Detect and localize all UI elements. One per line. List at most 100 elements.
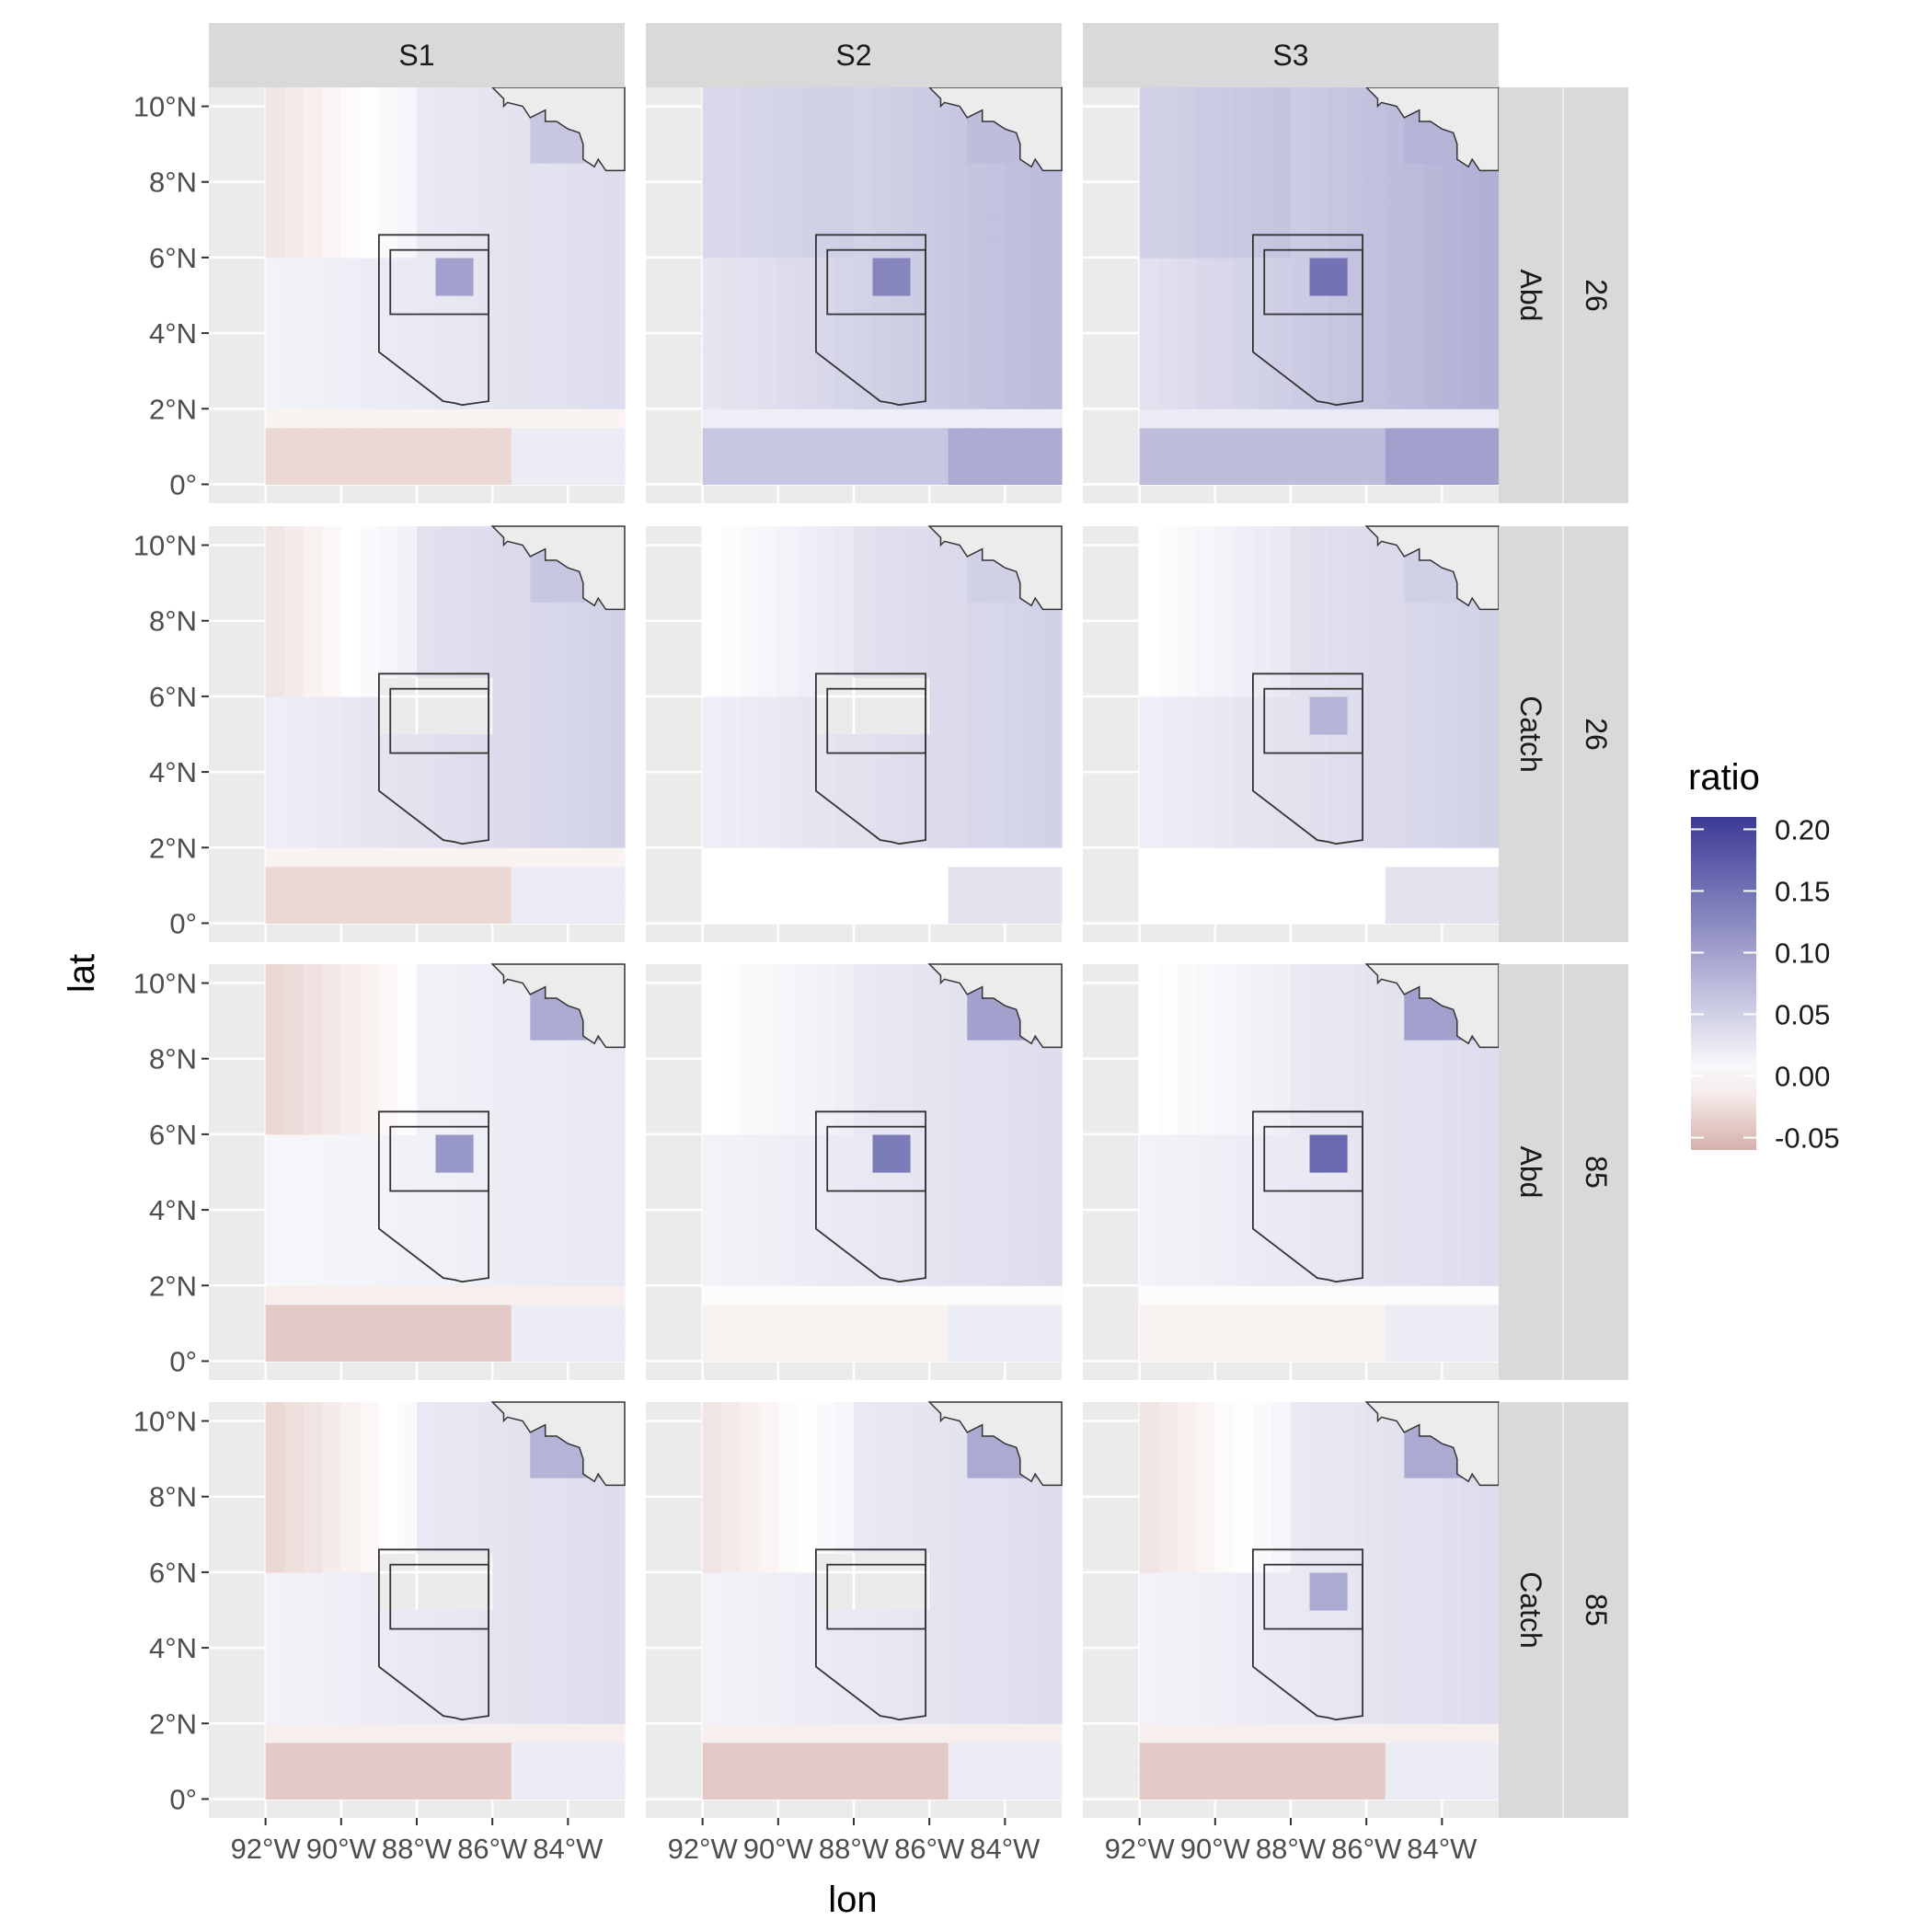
- heatmap-cell: [586, 1172, 606, 1192]
- heatmap-cell: [360, 1304, 380, 1324]
- heatmap-cell: [548, 639, 569, 660]
- heatmap-cell: [511, 333, 531, 353]
- heatmap-cell: [511, 257, 531, 277]
- heatmap-cell: [568, 734, 588, 754]
- heatmap-cell: [1042, 903, 1063, 924]
- heatmap-cell: [492, 866, 512, 886]
- heatmap-cell: [1309, 696, 1329, 716]
- heatmap-cell: [891, 810, 912, 830]
- heatmap-cell: [568, 1496, 588, 1516]
- heatmap-cell: [378, 1002, 398, 1022]
- heatmap-cell: [511, 677, 531, 697]
- heatmap-cell: [1271, 639, 1292, 660]
- heatmap-cell: [1271, 1666, 1292, 1686]
- heatmap-cell: [1042, 1248, 1063, 1268]
- heatmap-cell: [303, 163, 323, 183]
- heatmap-cell: [815, 106, 835, 126]
- heatmap-cell: [1422, 1610, 1443, 1630]
- heatmap-cell: [759, 1115, 779, 1135]
- heatmap-cell: [721, 465, 742, 485]
- heatmap-cell: [929, 465, 949, 485]
- heatmap-cell: [1366, 1440, 1386, 1460]
- heatmap-cell: [929, 1648, 949, 1668]
- heatmap-cell: [929, 257, 949, 277]
- heatmap-cell: [854, 658, 874, 678]
- heatmap-cell: [1139, 1002, 1159, 1022]
- heatmap-cell: [454, 602, 475, 622]
- heatmap-cell: [1347, 1553, 1367, 1573]
- heatmap-cell: [910, 1002, 930, 1022]
- heatmap-cell: [454, 1228, 475, 1248]
- column-strip-label: S3: [1272, 39, 1308, 72]
- heatmap-cell: [435, 201, 455, 221]
- heatmap-cell: [1023, 866, 1043, 886]
- heatmap-cell: [378, 446, 398, 466]
- heatmap-cell: [1177, 1228, 1197, 1248]
- row-strip-group-label: 85: [1580, 1593, 1613, 1627]
- heatmap-cell: [397, 1742, 418, 1762]
- heatmap-cell: [1309, 810, 1329, 830]
- heatmap-cell: [605, 1553, 626, 1573]
- heatmap-cell: [1479, 351, 1500, 372]
- heatmap-cell: [1177, 1153, 1197, 1173]
- heatmap-cell: [967, 1323, 987, 1343]
- heatmap-cell: [759, 602, 779, 622]
- heatmap-cell: [797, 371, 817, 391]
- heatmap-cell: [1328, 1666, 1349, 1686]
- heatmap-cell: [1196, 582, 1216, 603]
- heatmap-cell: [1158, 1077, 1179, 1098]
- heatmap-cell: [548, 564, 569, 584]
- heatmap-cell: [1042, 238, 1063, 259]
- heatmap-cell: [834, 295, 855, 316]
- heatmap-cell: [1404, 582, 1424, 603]
- heatmap-cell: [435, 1248, 455, 1268]
- heatmap-cell: [473, 465, 493, 485]
- heatmap-cell: [985, 427, 1006, 447]
- heatmap-cell: [910, 163, 930, 183]
- heatmap-cell: [340, 125, 361, 145]
- heatmap-cell: [854, 828, 874, 848]
- heatmap-cell: [435, 1610, 455, 1630]
- heatmap-cell: [1385, 408, 1405, 429]
- heatmap-cell: [511, 1761, 531, 1781]
- heatmap-cell: [1005, 1190, 1025, 1211]
- heatmap-cell: [265, 1115, 285, 1135]
- heatmap-cell: [777, 810, 798, 830]
- heatmap-cell: [834, 1190, 855, 1211]
- heatmap-cell: [1479, 1685, 1500, 1706]
- heatmap-cell: [1460, 1040, 1480, 1060]
- heatmap-cell: [1366, 295, 1386, 316]
- heatmap-cell: [378, 1115, 398, 1135]
- heatmap-cell: [1404, 885, 1424, 905]
- heatmap-cell: [1234, 446, 1254, 466]
- heatmap-cell: [1442, 1133, 1462, 1154]
- heatmap-cell: [702, 333, 722, 353]
- heatmap-cell: [702, 1761, 722, 1781]
- heatmap-cell: [948, 163, 968, 183]
- heatmap-cell: [1385, 1096, 1405, 1116]
- heatmap-cell: [1234, 677, 1254, 697]
- heatmap-cell: [548, 371, 569, 391]
- heatmap-cell: [1328, 964, 1349, 984]
- heatmap-cell: [815, 314, 835, 334]
- heatmap-cell: [815, 772, 835, 792]
- heatmap-cell: [1422, 1742, 1443, 1762]
- heatmap-cell: [1023, 1077, 1043, 1098]
- heatmap-cell: [303, 371, 323, 391]
- heatmap-cell: [1158, 772, 1179, 792]
- heatmap-cell: [1271, 87, 1292, 108]
- heatmap-cell: [1328, 790, 1349, 811]
- heatmap-cell: [721, 1190, 742, 1211]
- heatmap-cell: [721, 1096, 742, 1116]
- heatmap-cell: [360, 389, 380, 409]
- heatmap-cell: [1252, 446, 1272, 466]
- heatmap-cell: [548, 1723, 569, 1743]
- heatmap-cell: [1404, 620, 1424, 640]
- heatmap-cell: [1158, 983, 1179, 1003]
- heatmap-cell: [1252, 1723, 1272, 1743]
- heatmap-cell: [492, 295, 512, 316]
- heatmap-cell: [1196, 351, 1216, 372]
- heatmap-cell: [1234, 1153, 1254, 1173]
- heatmap-cell: [1234, 333, 1254, 353]
- heatmap-cell: [872, 144, 892, 164]
